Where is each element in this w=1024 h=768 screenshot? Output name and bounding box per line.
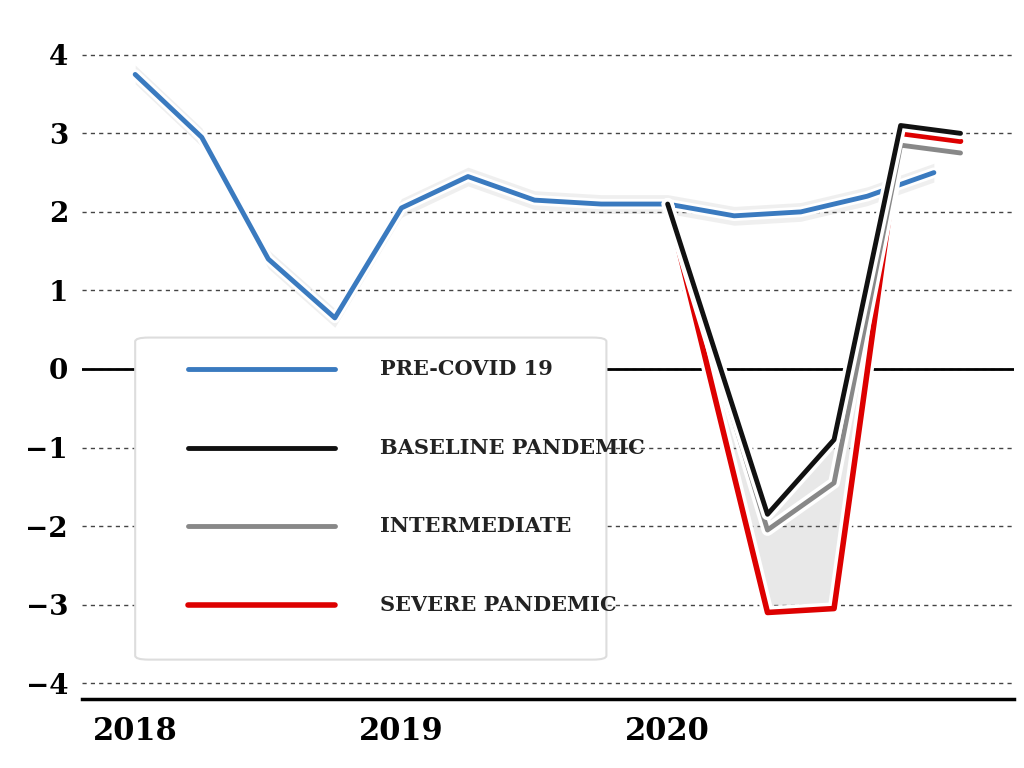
Text: BASELINE PANDEMIC: BASELINE PANDEMIC — [380, 438, 645, 458]
Text: SEVERE PANDEMIC: SEVERE PANDEMIC — [380, 594, 616, 614]
Text: INTERMEDIATE: INTERMEDIATE — [380, 516, 571, 536]
FancyBboxPatch shape — [135, 338, 606, 660]
Text: PRE-COVID 19: PRE-COVID 19 — [380, 359, 553, 379]
